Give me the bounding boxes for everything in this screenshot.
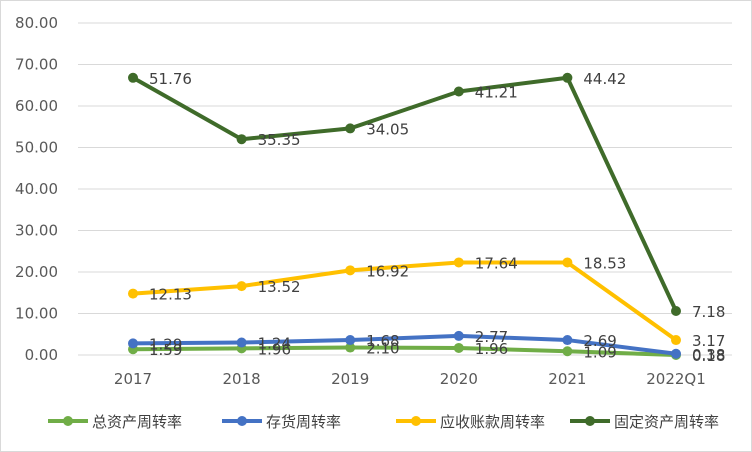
y-tick-label: 20.00	[15, 263, 58, 281]
legend-label: 固定资产周转率	[614, 413, 719, 431]
data-point	[671, 335, 681, 346]
legend: 总资产周转率 存货周转率 应收账款周转率 固定资产周转率	[48, 413, 719, 431]
legend-label: 总资产周转率	[92, 413, 182, 431]
data-label: 3.17	[692, 332, 725, 350]
data-point	[562, 257, 573, 268]
data-point	[236, 337, 247, 348]
data-label: 35.35	[258, 131, 301, 149]
legend-marker	[411, 416, 421, 426]
data-point	[453, 257, 464, 268]
data-point	[453, 330, 464, 341]
data-label: 1.96	[475, 340, 508, 358]
data-point	[345, 335, 356, 346]
legend-label: 存货周转率	[266, 413, 341, 431]
legend-marker	[585, 416, 595, 426]
data-point	[453, 342, 464, 353]
series-layer	[128, 72, 681, 360]
y-tick-label: 70.00	[15, 56, 58, 74]
data-label: 44.42	[583, 70, 626, 88]
data-point	[562, 335, 573, 346]
data-label: 34.05	[366, 120, 409, 138]
data-label: 2.69	[583, 332, 616, 350]
data-label: 1.29	[149, 335, 182, 353]
data-point	[671, 306, 681, 317]
series-line-0	[131, 345, 678, 357]
data-point	[345, 265, 356, 276]
data-point	[562, 72, 573, 83]
data-point	[128, 72, 138, 83]
data-point	[562, 346, 573, 357]
data-label: 2.77	[475, 328, 508, 346]
data-label: 1.09	[583, 343, 616, 361]
y-tick-label: 40.00	[15, 180, 58, 198]
series-line-2	[131, 260, 678, 343]
data-point	[128, 338, 138, 349]
data-label: 2.10	[366, 340, 399, 358]
legend-label: 应收账款周转率	[440, 413, 545, 431]
data-label: 18.53	[583, 254, 626, 272]
data-label: 1.96	[258, 340, 291, 358]
data-point	[453, 86, 464, 97]
y-tick-label: 30.00	[15, 222, 58, 240]
x-tick-label: 2019	[331, 370, 369, 388]
data-label: 41.21	[475, 83, 518, 101]
x-tick-label: 2021	[548, 370, 586, 388]
data-point	[345, 342, 356, 353]
data-label: 13.52	[258, 278, 301, 296]
data-label: 0.18	[692, 347, 725, 365]
series-line-1	[131, 333, 678, 356]
data-point	[345, 123, 356, 134]
data-point	[128, 288, 138, 299]
x-tick-label: 2022Q1	[646, 370, 706, 388]
data-label: 0.38	[692, 346, 725, 364]
data-labels: 1.59 1.96 2.10 1.96 1.09 0.18 1.29 1.24 1.68 2.77…	[149, 70, 725, 365]
y-tick-label: 80.00	[15, 14, 58, 32]
x-tick-label: 2020	[440, 370, 478, 388]
x-axis-ticks: 2017 2018 2019 2020 2021 2022Q1	[114, 370, 706, 388]
data-label: 17.64	[475, 254, 518, 272]
y-tick-label: 10.00	[15, 305, 58, 323]
y-tick-label: 50.00	[15, 139, 58, 157]
legend-marker	[237, 416, 247, 426]
data-point	[236, 134, 247, 145]
x-tick-label: 2017	[114, 370, 152, 388]
data-label: 12.13	[149, 286, 192, 304]
data-label: 16.92	[366, 262, 409, 280]
y-tick-label: 0.00	[25, 346, 58, 364]
series-line-3	[131, 75, 678, 314]
data-label: 1.24	[258, 335, 291, 353]
data-label: 1.68	[366, 332, 399, 350]
data-point	[671, 348, 681, 359]
data-label: 1.59	[149, 341, 182, 359]
legend-marker	[63, 416, 73, 426]
data-label: 7.18	[692, 303, 725, 321]
data-point	[236, 281, 247, 292]
x-tick-label: 2018	[223, 370, 261, 388]
y-tick-label: 60.00	[15, 97, 58, 115]
y-axis-ticks: 0.00 10.00 20.00 30.00 40.00 50.00 60.00 70.00 8…	[15, 14, 58, 364]
data-label: 51.76	[149, 70, 192, 88]
